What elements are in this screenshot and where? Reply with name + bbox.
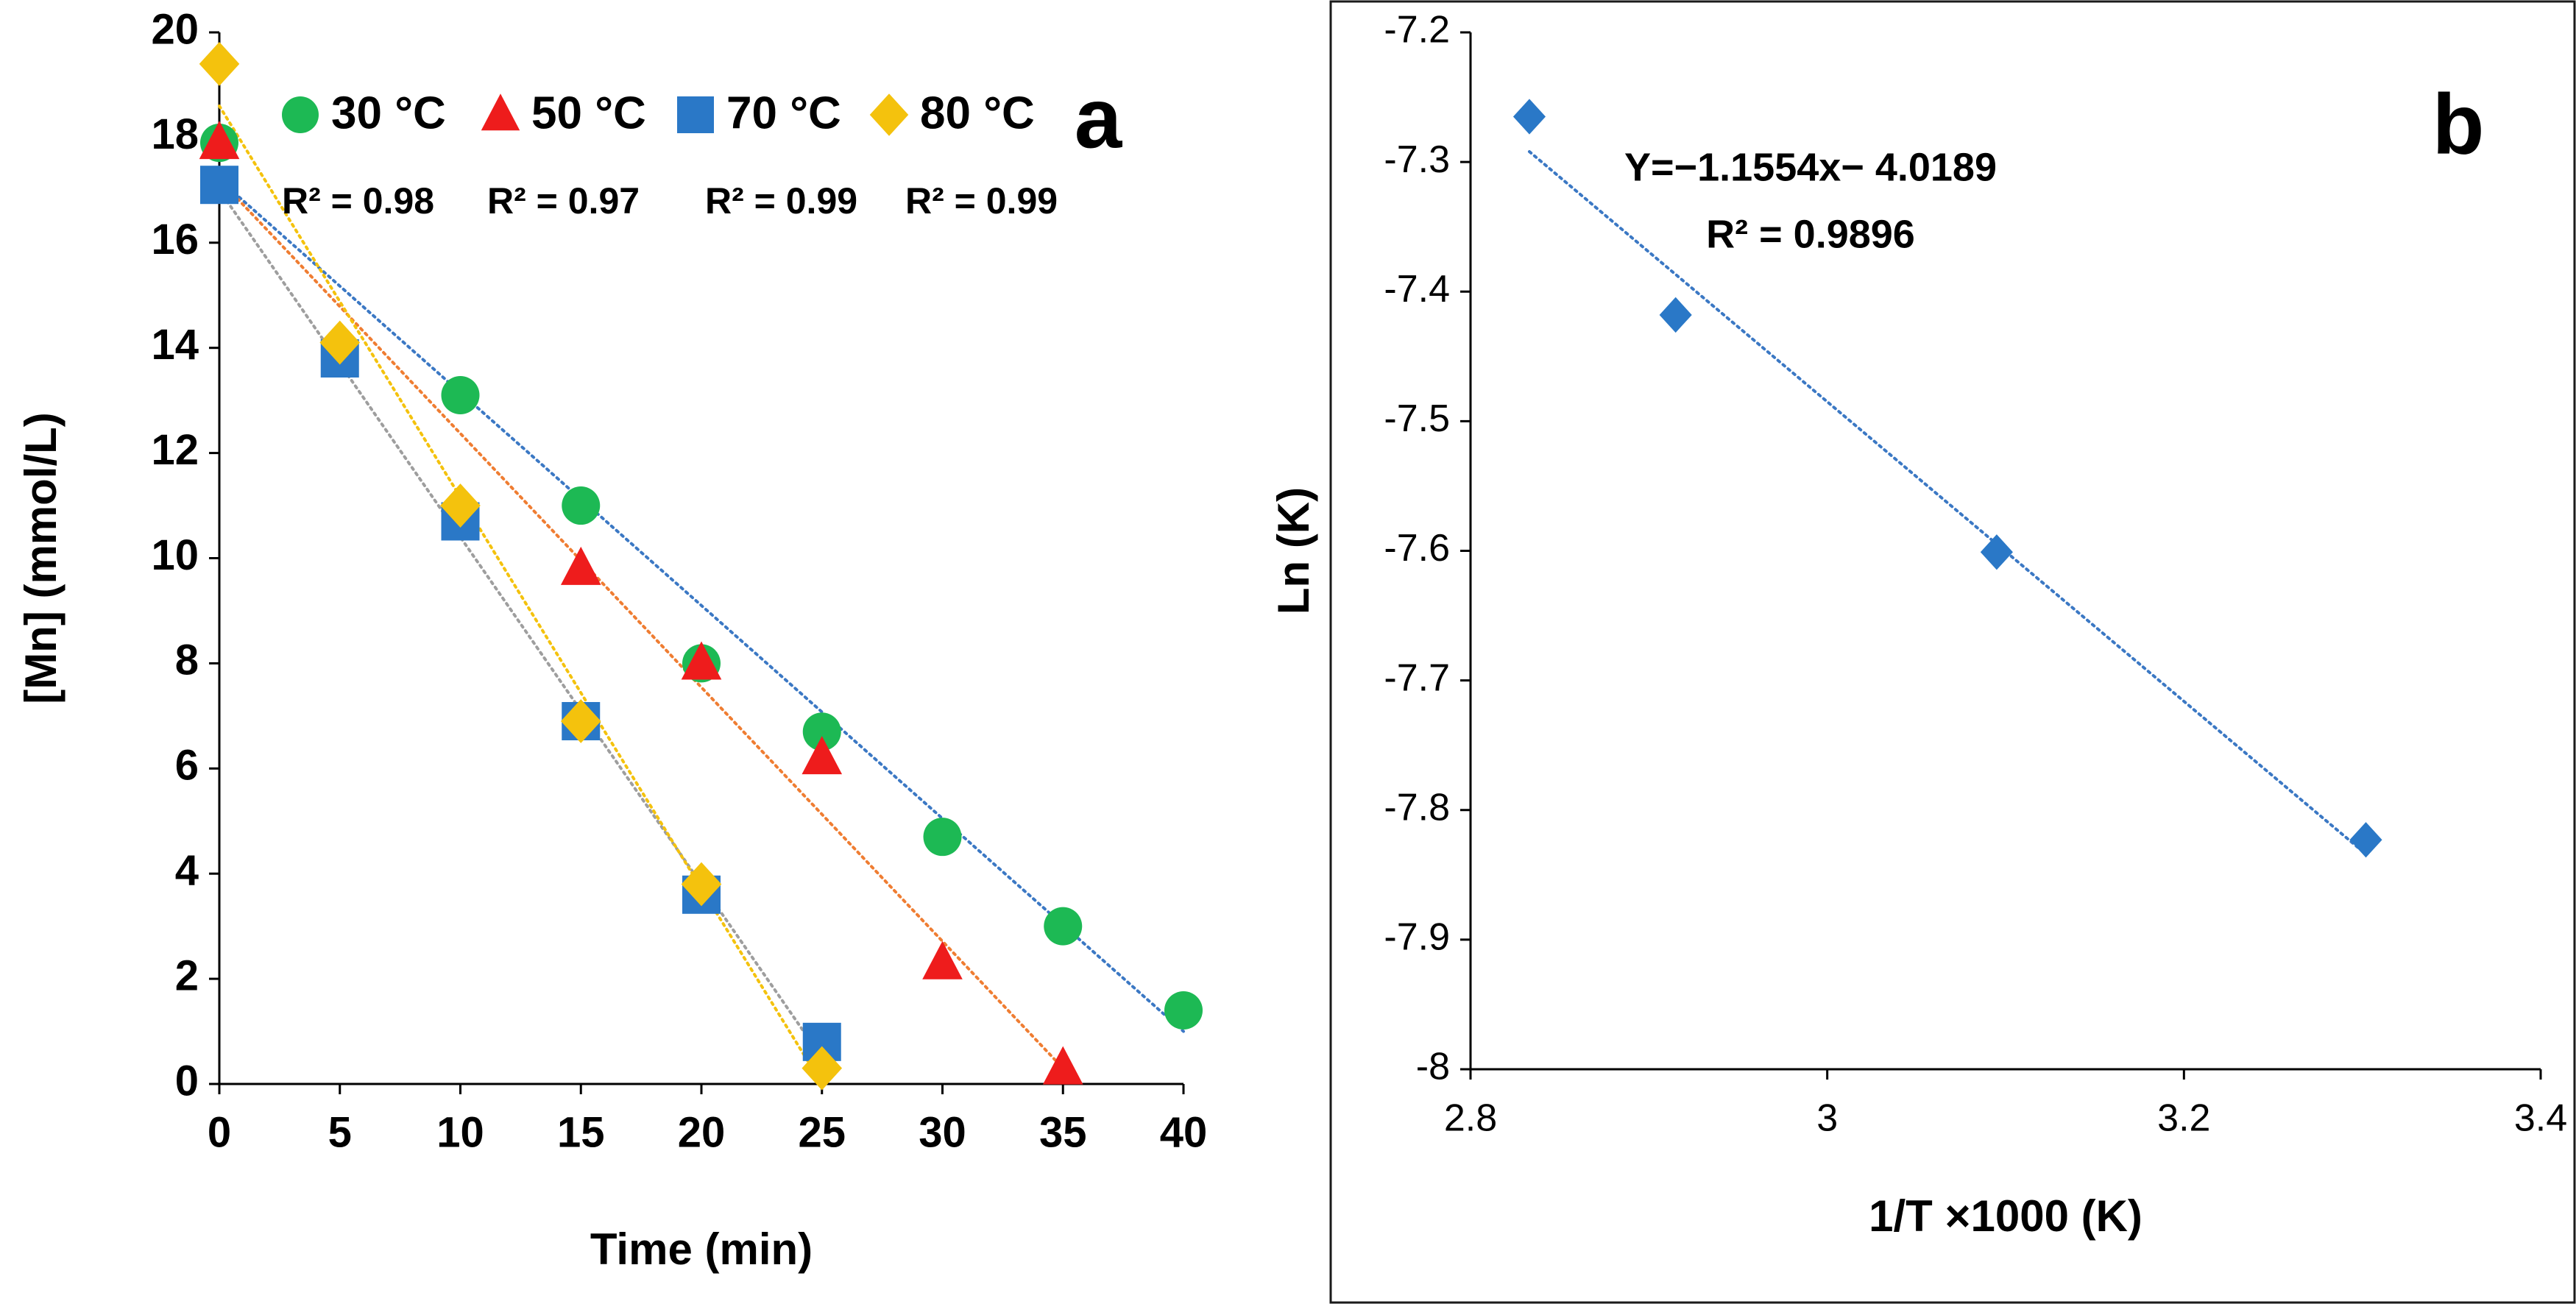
x-tick-label: 25 — [798, 1108, 846, 1156]
trendline-50-c — [218, 178, 1065, 1070]
data-point-80-c — [560, 699, 601, 743]
data-point-ln-k — [2349, 822, 2382, 858]
x-tick-label: 15 — [557, 1108, 605, 1156]
y-tick-label: -7.4 — [1384, 268, 1450, 311]
data-point-80-c — [802, 1046, 843, 1091]
trendline-70-c — [218, 188, 824, 1060]
y-tick-label: -7.6 — [1384, 527, 1450, 570]
y-tick-label: -7.3 — [1384, 138, 1450, 181]
data-point-50-c — [802, 736, 843, 775]
y-tick-label: 12 — [151, 426, 199, 474]
y-tick-label: -7.5 — [1384, 397, 1450, 440]
x-tick-label: 30 — [919, 1108, 966, 1156]
legend-label-30-c: 30 °C — [331, 88, 446, 138]
data-point-70-c — [200, 166, 238, 205]
data-point-80-c — [681, 862, 722, 907]
y-tick-label: -7.8 — [1384, 786, 1450, 829]
data-point-ln-k — [1659, 297, 1692, 333]
y-axis-title: Ln (K) — [1269, 487, 1318, 614]
data-point-30-c — [1164, 991, 1203, 1030]
data-point-50-c — [922, 940, 963, 979]
y-tick-label: -7.2 — [1384, 9, 1450, 52]
y-tick-label: 14 — [151, 321, 199, 369]
data-point-30-c — [1044, 907, 1083, 946]
data-point-30-c — [441, 376, 480, 415]
x-tick-label: 35 — [1039, 1108, 1087, 1156]
panel-label-a: a — [1075, 71, 1123, 166]
panel-b-chart: 2.8 3 3.2 3.4 -8 -7.9 -7.8 -7.7 -7.6 -7.5 -7.4 -7.3… — [1269, 0, 2576, 1304]
x-tick-label: 20 — [678, 1108, 726, 1156]
y-tick-label: 4 — [175, 847, 199, 895]
trendline-80-c — [218, 104, 824, 1085]
data-point-50-c — [560, 546, 601, 585]
r-squared-label: R² = 0.99 — [705, 180, 857, 222]
y-tick-label: 0 — [175, 1057, 199, 1105]
x-tick-label: 3 — [1816, 1097, 1838, 1140]
trendline-ln-k — [1527, 150, 2368, 856]
y-tick-label: 2 — [175, 952, 199, 999]
y-tick-label: 8 — [175, 637, 199, 684]
data-point-80-c — [440, 483, 481, 528]
legend-marker-70-c — [677, 96, 714, 133]
data-point-80-c — [319, 320, 361, 365]
data-point-50-c — [1042, 1046, 1083, 1085]
panel-label-b: b — [2432, 77, 2485, 172]
r-squared-label: R² = 0.9896 — [1706, 212, 1915, 256]
data-point-50-c — [681, 641, 722, 680]
y-tick-label: -7.9 — [1384, 916, 1450, 959]
x-tick-label: 3.2 — [2157, 1097, 2210, 1140]
data-point-30-c — [562, 486, 601, 525]
x-tick-label: 2.8 — [1444, 1097, 1497, 1140]
y-tick-label: 20 — [151, 5, 199, 53]
y-axis-title: [Mn] (mmol/L) — [16, 412, 66, 704]
data-point-30-c — [923, 818, 962, 857]
x-tick-label: 3.4 — [2514, 1097, 2567, 1140]
r-squared-label: R² = 0.97 — [487, 180, 640, 222]
y-tick-label: 10 — [151, 531, 199, 579]
x-tick-label: 5 — [328, 1108, 352, 1156]
panel-b-border — [1329, 0, 2576, 1304]
y-tick-label: 6 — [175, 742, 199, 790]
legend-label-80-c: 80 °C — [920, 88, 1035, 138]
legend-marker-80-c — [869, 93, 909, 136]
data-point-50-c — [199, 121, 240, 160]
x-tick-label: 10 — [436, 1108, 484, 1156]
x-axis-title: Time (min) — [590, 1225, 813, 1274]
data-point-ln-k — [1512, 99, 1546, 135]
r-squared-label: R² = 0.98 — [282, 180, 434, 222]
x-tick-label: 40 — [1160, 1108, 1208, 1156]
y-tick-label: -7.7 — [1384, 656, 1450, 699]
x-tick-label: 0 — [208, 1108, 231, 1156]
trendline-30-c — [218, 178, 1185, 1033]
legend-label-70-c: 70 °C — [726, 88, 841, 138]
data-point-80-c — [199, 41, 240, 86]
legend-marker-50-c — [481, 93, 520, 131]
y-tick-label: 18 — [151, 110, 199, 158]
y-tick-label: 16 — [151, 216, 199, 263]
y-tick-label: -8 — [1416, 1046, 1450, 1088]
regression-equation: Y=−1.1554x− 4.0189 — [1624, 145, 1997, 189]
data-point-ln-k — [1980, 534, 2013, 570]
legend-marker-30-c — [282, 96, 319, 133]
panel-a-chart: 0 5 10 15 20 25 30 35 40 0 2 4 6 8 10 12 14 16 18 20 Time (m… — [16, 5, 1207, 1274]
legend-label-50-c: 50 °C — [531, 88, 646, 138]
r-squared-label: R² = 0.99 — [905, 180, 1058, 222]
data-point-30-c — [802, 712, 841, 751]
x-axis-title: 1/T ×1000 (K) — [1869, 1191, 2142, 1241]
